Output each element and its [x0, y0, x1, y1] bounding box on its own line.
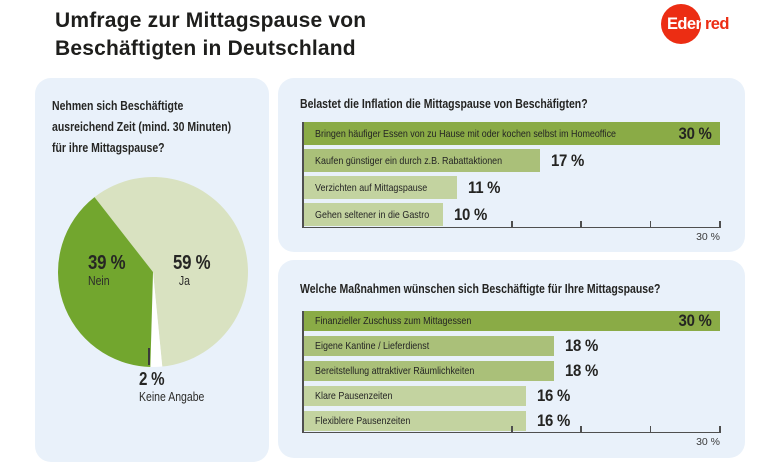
pie-category-label: Nein	[88, 274, 110, 288]
bar-value-label: 16 %	[536, 411, 570, 430]
pie-question: Nehmen sich Beschäftigte ausreichend Zei…	[52, 99, 232, 155]
axis-tick	[719, 426, 721, 433]
bar-value-label: 16 %	[536, 386, 570, 405]
pie-value-label: 59 %	[173, 252, 211, 274]
axis-tick	[580, 221, 582, 228]
pie-value-label: 39 %	[88, 252, 126, 274]
axis-tick	[580, 426, 582, 433]
bar-category-label: Flexiblere Pausenzeiten	[315, 415, 411, 427]
axis-tick	[649, 221, 652, 228]
inflation-bar-chart: Bringen häufiger Essen von zu Hause mit …	[302, 122, 721, 243]
logo-wordmark: Edenred	[667, 15, 729, 34]
bar-category-label: Eigene Kantine / Lieferdienst	[315, 340, 430, 352]
inflation-panel-title: Belastet die Inflation die Mittagspause …	[300, 97, 588, 111]
logo-text-eden: Eden	[667, 15, 706, 33]
bar-value-label: 18 %	[564, 361, 598, 380]
pie-panel: Nehmen sich Beschäftigte ausreichend Zei…	[35, 78, 269, 462]
bar-category-label: Bringen häufiger Essen von zu Hause mit …	[315, 127, 617, 140]
pie-label-nein: 39 % Nein	[88, 252, 132, 289]
axis-tick	[511, 426, 513, 433]
bar: Klare Pausenzeiten	[304, 386, 526, 406]
axis-max-label: 30 %	[696, 231, 720, 243]
bar-category-label: Klare Pausenzeiten	[315, 390, 393, 402]
bar-value-label: 30 %	[678, 311, 712, 330]
pie-category-label: Ja	[178, 274, 190, 288]
bar: Gehen seltener in die Gastro	[304, 203, 443, 226]
bar: Bringen häufiger Essen von zu Hause mit …	[304, 122, 720, 145]
bar-row: Klare Pausenzeiten 16 %	[304, 386, 720, 406]
edenred-logo: Edenred	[658, 2, 776, 46]
page-title: Umfrage zur Mittagspause von Beschäftigt…	[55, 9, 367, 60]
bar: Finanzieller Zuschuss zum Mittagessen 30 …	[304, 311, 720, 331]
bar-row: Flexiblere Pausenzeiten 16 %	[304, 411, 720, 431]
bar-rows: Finanzieller Zuschuss zum Mittagessen 30 …	[304, 311, 720, 431]
pie-category-label: Keine Angabe	[139, 390, 205, 404]
bar-row: Kaufen günstiger ein durch z.B. Rabattak…	[304, 149, 720, 172]
pie-leader-line	[148, 348, 150, 365]
bar-value-label: 17 %	[550, 150, 584, 170]
pie-value-label: 2 %	[139, 369, 165, 389]
bar-category-label: Gehen seltener in die Gastro	[315, 208, 430, 221]
bar-row: Eigene Kantine / Lieferdienst 18 %	[304, 336, 720, 356]
axis-tick	[649, 426, 652, 433]
bar: Flexiblere Pausenzeiten	[304, 411, 526, 431]
bar-rows: Bringen häufiger Essen von zu Hause mit …	[304, 122, 720, 226]
bar-value-label: 11 %	[467, 177, 500, 197]
bar-category-label: Bereitstellung attraktiver Räumlichkeite…	[315, 365, 475, 377]
axis-tick	[511, 221, 513, 228]
inflation-panel: Belastet die Inflation die Mittagspause …	[278, 78, 745, 252]
bar-value-label: 18 %	[564, 336, 598, 355]
axis-tick	[719, 221, 721, 228]
bar-value-label: 10 %	[453, 204, 487, 224]
bar-row: Gehen seltener in die Gastro 10 %	[304, 203, 720, 226]
bar-row: Bringen häufiger Essen von zu Hause mit …	[304, 122, 720, 145]
bar-row: Verzichten auf Mittagspause 11 %	[304, 176, 720, 199]
logo-circle-icon	[661, 4, 701, 44]
axis-max-label: 30 %	[696, 436, 720, 448]
bar-row: Bereitstellung attraktiver Räumlichkeite…	[304, 361, 720, 381]
measures-panel: Welche Maßnahmen wünschen sich Beschäfti…	[278, 260, 745, 458]
pie-chart	[58, 177, 248, 367]
measures-panel-title: Welche Maßnahmen wünschen sich Beschäfti…	[300, 282, 661, 296]
bar: Bereitstellung attraktiver Räumlichkeite…	[304, 361, 554, 381]
bar-category-label: Kaufen günstiger ein durch z.B. Rabattak…	[315, 154, 503, 167]
x-axis-line: 30 %	[304, 426, 721, 448]
pie-slice-ja	[94, 177, 248, 367]
bar: Eigene Kantine / Lieferdienst	[304, 336, 554, 356]
measures-bar-chart: Finanzieller Zuschuss zum Mittagessen 30 …	[302, 311, 721, 448]
bar: Kaufen günstiger ein durch z.B. Rabattak…	[304, 149, 540, 172]
pie-slice-nein	[58, 197, 153, 367]
logo-text-red: red	[704, 15, 729, 33]
pie-label-keine-angabe: 2 % Keine Angabe	[139, 368, 217, 405]
bar-row: Finanzieller Zuschuss zum Mittagessen 30 …	[304, 311, 720, 331]
bar-category-label: Verzichten auf Mittagspause	[315, 181, 428, 194]
bar-value-label: 30 %	[678, 123, 712, 143]
bar-category-label: Finanzieller Zuschuss zum Mittagessen	[315, 315, 472, 327]
x-axis-line: 30 %	[304, 221, 721, 243]
bar: Verzichten auf Mittagspause	[304, 176, 457, 199]
pie-slice-keine-angabe	[150, 272, 163, 367]
pie-label-ja: 59 % Ja	[173, 252, 217, 289]
